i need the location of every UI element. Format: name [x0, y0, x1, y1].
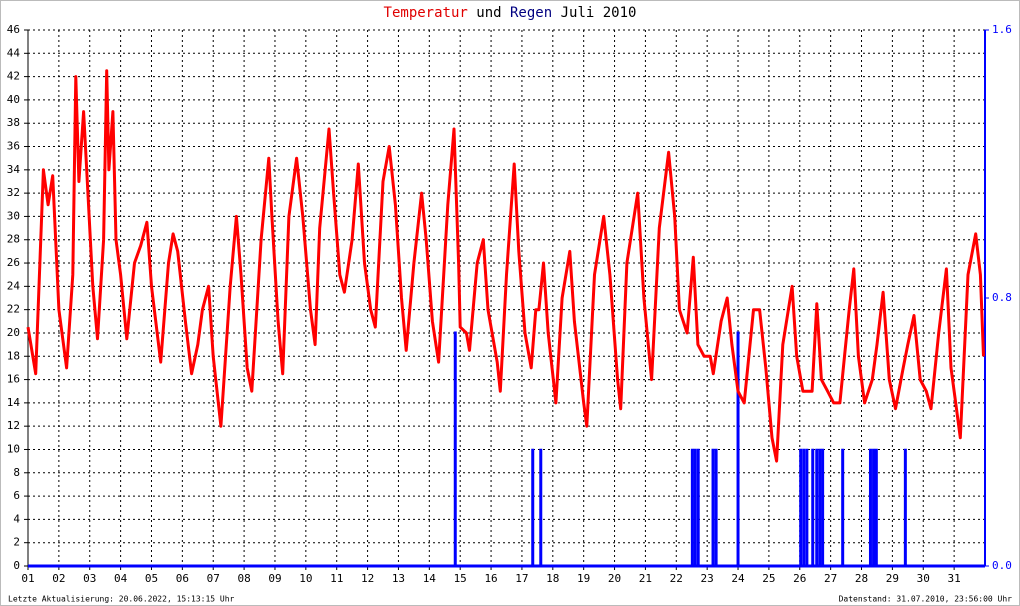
y-tick-label: 34 [7, 163, 21, 176]
y-tick-label: 2 [13, 536, 20, 549]
x-tick-label: 13 [392, 572, 405, 585]
rain-bar [799, 448, 803, 566]
title-word: und [476, 5, 501, 21]
y-tick-label: 36 [7, 140, 20, 153]
y2-tick-label: 1.6 [992, 23, 1012, 36]
x-tick-label: 29 [886, 572, 899, 585]
x-tick-label: 04 [114, 572, 128, 585]
rain-bar [736, 331, 740, 566]
x-tick-label: 24 [731, 572, 745, 585]
rain-bar [818, 448, 822, 566]
rain-bar [453, 331, 457, 566]
x-tick-label: 17 [515, 572, 528, 585]
x-tick-label: 01 [21, 572, 34, 585]
title-word: Juli 2010 [561, 5, 637, 21]
title-series: Regen [510, 5, 552, 21]
rain-bar [821, 448, 825, 566]
x-tick-label: 20 [608, 572, 621, 585]
y-tick-label: 20 [7, 326, 20, 339]
y-tick-label: 24 [7, 279, 21, 292]
rain-bar [874, 448, 878, 566]
x-tick-label: 25 [762, 572, 775, 585]
y-tick-label: 30 [7, 209, 20, 222]
x-tick-label: 30 [917, 572, 930, 585]
rain-bar [805, 448, 809, 566]
y-tick-label: 8 [13, 466, 20, 479]
rain-bar [696, 448, 700, 566]
y-tick-label: 44 [7, 46, 21, 59]
x-tick-label: 19 [577, 572, 590, 585]
rain-bar [811, 448, 815, 566]
x-tick-label: 28 [855, 572, 868, 585]
temperature-line [26, 69, 985, 463]
y-tick-label: 32 [7, 186, 20, 199]
rain-bar [872, 448, 876, 566]
rain-bar [903, 448, 907, 566]
x-tick-label: 05 [145, 572, 158, 585]
rain-bar [690, 448, 694, 566]
y-tick-label: 6 [13, 489, 20, 502]
x-tick-label: 10 [299, 572, 312, 585]
y-tick-label: 0 [13, 559, 20, 572]
x-tick-label: 14 [423, 572, 437, 585]
x-tick-label: 03 [83, 572, 96, 585]
x-tick-label: 02 [52, 572, 65, 585]
y-tick-label: 16 [7, 373, 20, 386]
y-tick-label: 4 [13, 512, 20, 525]
y-tick-label: 26 [7, 256, 20, 269]
x-tick-label: 12 [361, 572, 374, 585]
y-tick-label: 40 [7, 93, 20, 106]
y-tick-label: 38 [7, 116, 20, 129]
y-tick-label: 42 [7, 70, 20, 83]
data-note: Datenstand: 31.07.2010, 23:56:00 Uhr [839, 595, 1013, 604]
x-tick-label: 23 [701, 572, 714, 585]
y-tick-label: 22 [7, 303, 20, 316]
x-tick-label: 07 [207, 572, 220, 585]
title-series: Temperatur [384, 5, 468, 21]
rain-bar [539, 448, 543, 566]
rain-bar [815, 448, 819, 566]
rain-bar [802, 448, 806, 566]
rain-bar [868, 448, 872, 566]
x-tick-label: 27 [824, 572, 837, 585]
x-tick-label: 18 [546, 572, 559, 585]
x-tick-label: 22 [670, 572, 683, 585]
y-tick-label: 14 [7, 396, 21, 409]
y2-tick-label: 0.0 [992, 559, 1012, 572]
rain-bar [841, 448, 845, 566]
x-tick-label: 21 [639, 572, 652, 585]
x-tick-label: 09 [268, 572, 281, 585]
x-tick-label: 31 [948, 572, 961, 585]
x-tick-label: 11 [330, 572, 343, 585]
rain-bar [693, 448, 697, 566]
rain-bar [531, 448, 535, 566]
x-tick-label: 16 [484, 572, 497, 585]
rain-bar [714, 448, 718, 566]
chart-title: Temperatur und Regen Juli 2010 [384, 5, 637, 21]
x-tick-label: 26 [793, 572, 806, 585]
y-tick-label: 10 [7, 442, 20, 455]
x-tick-label: 15 [454, 572, 467, 585]
x-tick-label: 06 [176, 572, 189, 585]
x-tick-label: 08 [237, 572, 250, 585]
y2-tick-label: 0.8 [992, 291, 1012, 304]
y-tick-label: 18 [7, 349, 20, 362]
update-note: Letzte Aktualisierung: 20.06.2022, 15:13… [8, 595, 235, 604]
y-tick-label: 28 [7, 233, 20, 246]
y-tick-label: 12 [7, 419, 20, 432]
rain-bar [711, 448, 715, 566]
y-tick-label: 46 [7, 23, 20, 36]
